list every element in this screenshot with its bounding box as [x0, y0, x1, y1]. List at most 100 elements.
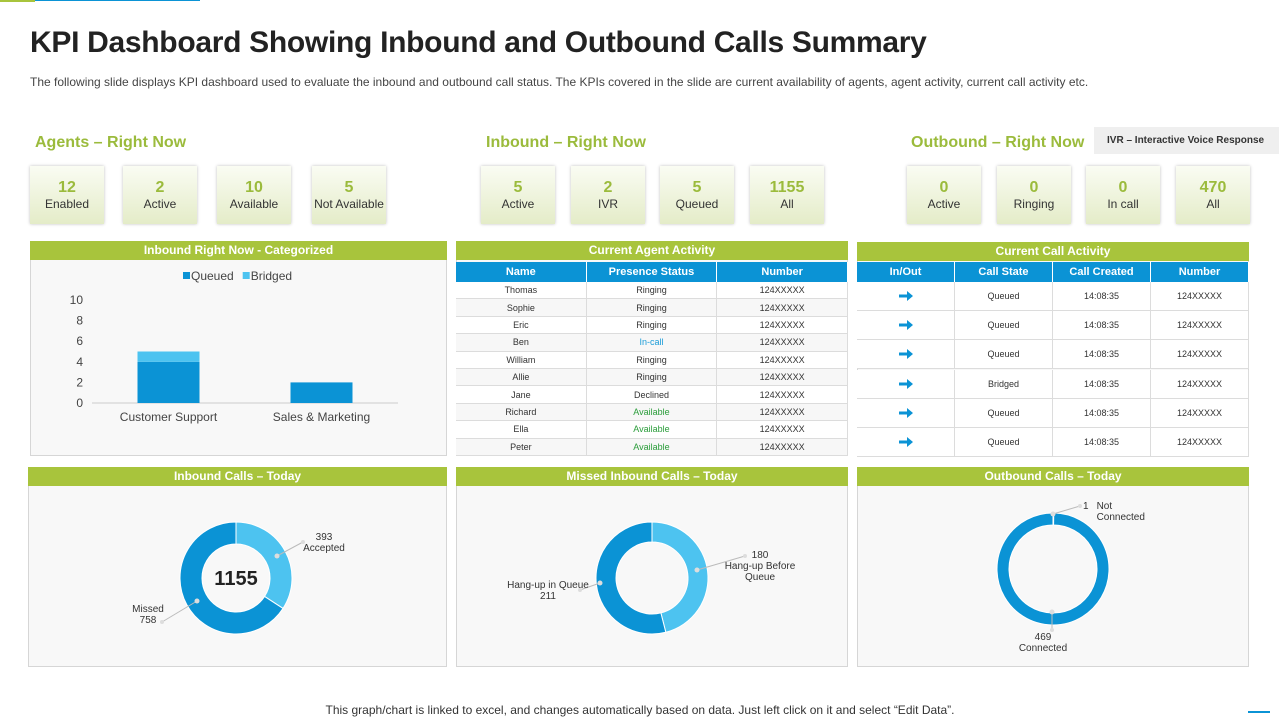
table-cell: 14:08:35: [1053, 311, 1151, 341]
data-label-name: Hang-up in Queue: [507, 580, 589, 591]
data-label-value: 211: [540, 591, 556, 602]
table-cell: 124XXXXX: [1151, 398, 1249, 428]
table-cell: Queued: [955, 427, 1053, 457]
table-header-cell: Presence Status: [586, 262, 718, 282]
leader-dot: [597, 580, 603, 586]
kpi-label: IVR: [597, 197, 618, 211]
kpi-value: 0: [939, 179, 949, 196]
top-accent: [0, 0, 35, 2]
leader-dot: [194, 598, 200, 604]
direction-arrow: [898, 291, 913, 302]
page-subtitle: The following slide displays KPI dashboa…: [30, 75, 1089, 89]
table-cell: 14:08:35: [1053, 369, 1151, 399]
group-heading: Inbound – Right Now: [486, 134, 646, 151]
leader-dot: [694, 567, 700, 573]
direction-cell: [857, 340, 955, 370]
table-cell: 124XXXXX: [717, 386, 848, 404]
donut-segment: [996, 512, 1110, 626]
table-cell: 124XXXXX: [717, 282, 848, 300]
legend-label: Bridged: [251, 269, 292, 283]
kpi-label: Queued: [675, 197, 719, 211]
table-header-cell: In/Out: [857, 262, 955, 282]
kpi-card: 5 Not Available: [312, 166, 386, 224]
direction-cell: [857, 398, 955, 428]
table-cell: In-call: [586, 334, 718, 352]
table-cell: 124XXXXX: [1151, 311, 1249, 341]
y-tick-label: 0: [76, 396, 83, 410]
data-label-value: 1: [1083, 501, 1089, 512]
table-cell: 124XXXXX: [1151, 369, 1249, 399]
direction-cell: [857, 369, 955, 399]
data-label-name: Not Connected: [1096, 501, 1145, 523]
panel-header: Inbound Calls – Today: [28, 467, 447, 486]
table-cell: 14:08:35: [1053, 398, 1151, 428]
kpi-card: 470 All: [1176, 166, 1250, 224]
kpi-card: 0 In call: [1086, 166, 1160, 224]
kpi-value: 10: [245, 179, 263, 196]
corner-accent: [1248, 711, 1270, 713]
data-label-value: 180: [751, 550, 769, 561]
table-cell: 124XXXXX: [717, 421, 848, 439]
direction-cell: [857, 282, 955, 312]
kpi-value: 0: [1118, 179, 1128, 196]
data-label-value: 393: [315, 532, 333, 543]
legend-swatch: [242, 272, 250, 279]
direction-arrow: [898, 378, 913, 389]
legend-swatch: [183, 272, 190, 279]
direction-arrow: [898, 436, 913, 447]
table-cell: Queued: [955, 282, 1053, 312]
data-label: Hang-up in Queue 211: [498, 580, 598, 602]
leader-dot: [274, 553, 280, 559]
leader-line: [579, 582, 601, 591]
kpi-card: 12 Enabled: [30, 166, 104, 224]
data-label-name: Accepted: [303, 543, 345, 554]
table-cell: Ringing: [586, 299, 718, 317]
kpi-value: 0: [1029, 179, 1039, 196]
table-cell: Ringing: [586, 282, 718, 300]
table-cell: Richard: [456, 403, 587, 422]
table-cell: Thomas: [456, 282, 587, 300]
table-cell: Declined: [586, 386, 718, 404]
table-cell: Jane: [456, 386, 587, 404]
table-cell: 14:08:35: [1053, 427, 1151, 457]
table-cell: Queued: [955, 311, 1053, 341]
direction-cell: [857, 427, 955, 457]
kpi-card: 2 IVR: [571, 166, 645, 224]
table-cell: 124XXXXX: [1151, 427, 1249, 457]
kpi-value: 5: [513, 179, 523, 196]
y-tick-label: 4: [76, 355, 83, 369]
kpi-value: 470: [1199, 179, 1227, 196]
data-label-name: Connected: [1018, 643, 1068, 654]
table-header-cell: Number: [1151, 262, 1249, 282]
kpi-label: All: [780, 197, 794, 211]
panel-header: Current Agent Activity: [456, 241, 848, 260]
kpi-label: Ringing: [1013, 197, 1055, 211]
table-cell: 124XXXXX: [717, 351, 848, 369]
table-header-cell: Call State: [955, 262, 1053, 282]
kpi-label: Enabled: [44, 197, 90, 211]
leader-line: [696, 555, 746, 571]
table-header-cell: Number: [717, 262, 848, 282]
donut-segment: [179, 521, 284, 635]
footer-note: This graph/chart is linked to excel, and…: [325, 703, 955, 717]
panel: [30, 241, 447, 456]
data-label: 180 Hang-up Before Queue: [720, 550, 800, 583]
leader-line: [1052, 505, 1081, 515]
group-heading: Agents – Right Now: [35, 134, 187, 151]
table-cell: 124XXXXX: [717, 438, 848, 456]
data-label: 469 Connected: [1003, 632, 1083, 654]
y-tick-label: 2: [76, 375, 83, 389]
table-cell: Ringing: [586, 316, 718, 335]
kpi-label: Active: [927, 197, 961, 211]
kpi-value: 1155: [769, 179, 805, 196]
table-cell: 124XXXXX: [717, 299, 848, 317]
kpi-card: 1155 All: [750, 166, 824, 224]
bar-segment: [290, 382, 353, 403]
leader-line: [276, 541, 304, 557]
table-cell: Queued: [955, 398, 1053, 428]
legend-label: Queued: [191, 269, 234, 283]
kpi-card: 0 Active: [907, 166, 981, 224]
table-cell: Ella: [456, 421, 587, 439]
